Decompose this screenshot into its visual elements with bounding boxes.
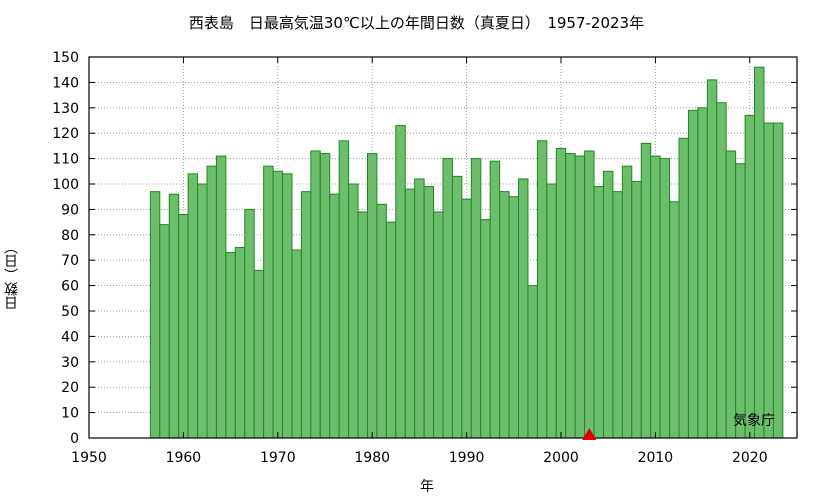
bar <box>527 285 538 439</box>
bar <box>187 173 199 439</box>
bar <box>366 153 378 439</box>
bar <box>763 122 774 439</box>
bar <box>555 147 567 439</box>
bar <box>414 178 425 439</box>
bar <box>159 224 170 439</box>
bar <box>310 150 321 439</box>
y-tick-label: 20 <box>61 380 79 396</box>
bar <box>612 191 623 439</box>
bar <box>225 252 236 439</box>
bar <box>716 102 727 439</box>
y-tick-label: 110 <box>52 152 79 168</box>
x-tick-label: 1980 <box>354 450 390 466</box>
bar <box>735 163 746 439</box>
bar <box>282 173 293 439</box>
bar <box>206 165 217 439</box>
bar <box>574 155 586 439</box>
bar <box>687 109 699 439</box>
bar <box>678 137 689 439</box>
bar <box>404 188 416 439</box>
y-tick-label: 0 <box>70 431 79 447</box>
y-tick-label: 10 <box>61 406 79 422</box>
y-tick-label: 60 <box>61 279 79 295</box>
bar <box>536 140 548 439</box>
bar <box>754 66 765 439</box>
bar <box>602 170 614 439</box>
x-tick-label: 1950 <box>71 450 107 466</box>
plot-frame <box>88 56 798 439</box>
bar <box>659 158 671 439</box>
bar <box>631 180 642 439</box>
y-tick-label: 140 <box>52 75 79 91</box>
y-axis-label: 日数（日） <box>4 240 20 310</box>
bar <box>772 122 784 439</box>
bar <box>244 208 255 439</box>
bar <box>480 219 491 439</box>
bar <box>565 153 576 439</box>
source-label: 気象庁 <box>733 413 775 429</box>
bar <box>470 158 482 439</box>
bar <box>338 140 350 439</box>
bar <box>348 183 359 439</box>
bar <box>442 158 453 439</box>
y-tick-label: 80 <box>61 228 79 244</box>
y-tick-label: 30 <box>61 355 79 371</box>
bar <box>253 269 265 439</box>
bar <box>518 178 529 439</box>
x-tick-label: 1960 <box>166 450 202 466</box>
bar <box>546 183 557 439</box>
y-tick-label: 120 <box>52 126 79 142</box>
bar <box>197 183 208 439</box>
bar <box>489 160 501 439</box>
bar <box>329 193 340 439</box>
bar <box>423 186 435 439</box>
x-tick-label: 1970 <box>260 450 296 466</box>
bar <box>168 193 180 439</box>
bar <box>319 153 331 439</box>
bar <box>433 211 444 439</box>
marker-triangle <box>582 428 597 440</box>
bar <box>395 125 406 439</box>
bar <box>300 191 312 439</box>
y-tick-label: 130 <box>52 101 79 117</box>
bar <box>650 155 661 439</box>
y-tick-label: 70 <box>61 253 79 269</box>
bar <box>263 165 274 439</box>
y-tick-label: 100 <box>52 177 79 193</box>
bar <box>697 107 708 439</box>
x-tick-label: 2020 <box>732 450 768 466</box>
bar <box>291 249 302 439</box>
bar <box>234 247 246 439</box>
bar <box>584 150 595 439</box>
bar <box>376 203 387 439</box>
bar <box>385 221 397 439</box>
bar <box>178 213 189 439</box>
y-tick-label: 50 <box>61 304 79 320</box>
x-axis-label: 年 <box>420 479 434 495</box>
bar <box>725 150 737 439</box>
bar <box>357 211 368 439</box>
chart-title: 西表島 日最高気温30℃以上の年間日数（真夏日） 1957-2023年 <box>188 14 645 32</box>
bar <box>621 165 633 439</box>
bar <box>272 170 284 439</box>
x-tick-label: 2010 <box>638 450 674 466</box>
bar <box>508 196 520 439</box>
y-tick-label: 40 <box>61 329 79 345</box>
bar <box>499 191 510 439</box>
bar <box>215 155 227 439</box>
bar <box>149 191 161 439</box>
y-tick-label: 90 <box>61 202 79 218</box>
y-tick-label: 150 <box>52 50 79 66</box>
bar <box>669 201 680 439</box>
bar <box>640 142 652 439</box>
bar <box>744 114 756 439</box>
bar <box>461 198 472 439</box>
bar <box>451 175 463 439</box>
x-tick-label: 1990 <box>449 450 485 466</box>
bar <box>706 79 718 439</box>
x-tick-label: 2000 <box>543 450 579 466</box>
bar <box>593 186 604 439</box>
